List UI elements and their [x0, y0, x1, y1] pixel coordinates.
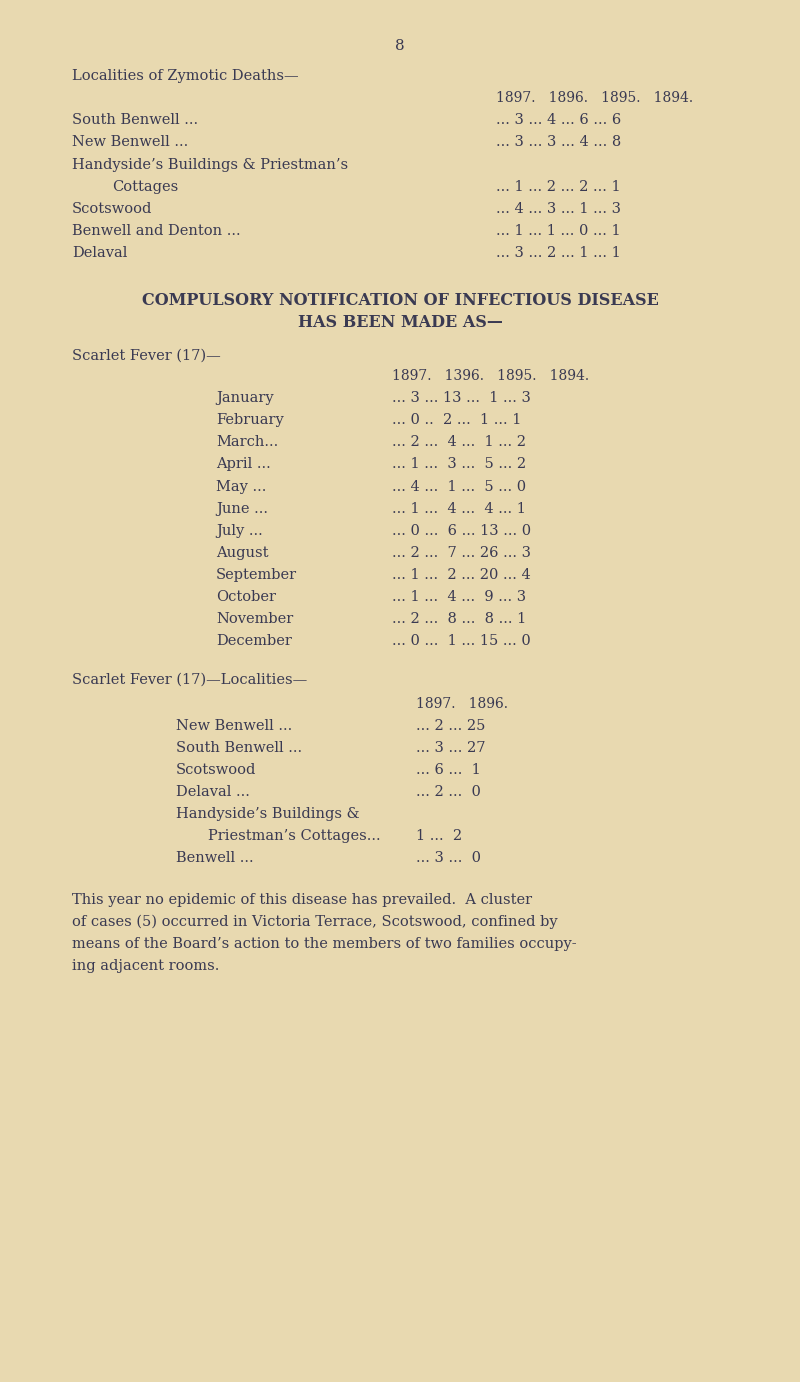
Text: ... 3 ... 4 ... 6 ... 6: ... 3 ... 4 ... 6 ... 6 [496, 113, 622, 127]
Text: ... 3 ... 3 ... 4 ... 8: ... 3 ... 3 ... 4 ... 8 [496, 135, 622, 149]
Text: Localities of Zymotic Deaths—: Localities of Zymotic Deaths— [72, 69, 298, 83]
Text: HAS BEEN MADE AS—: HAS BEEN MADE AS— [298, 314, 502, 330]
Text: ... 0 ..  2 ...  1 ... 1: ... 0 .. 2 ... 1 ... 1 [392, 413, 522, 427]
Text: ... 2 ... 25: ... 2 ... 25 [416, 719, 486, 732]
Text: New Benwell ...: New Benwell ... [72, 135, 188, 149]
Text: October: October [216, 590, 276, 604]
Text: June ...: June ... [216, 502, 268, 515]
Text: ... 1 ... 2 ... 2 ... 1: ... 1 ... 2 ... 2 ... 1 [496, 180, 621, 193]
Text: ... 0 ...  1 ... 15 ... 0: ... 0 ... 1 ... 15 ... 0 [392, 634, 530, 648]
Text: ... 4 ... 3 ... 1 ... 3: ... 4 ... 3 ... 1 ... 3 [496, 202, 621, 216]
Text: South Benwell ...: South Benwell ... [72, 113, 198, 127]
Text: ... 2 ...  0: ... 2 ... 0 [416, 785, 481, 799]
Text: January: January [216, 391, 274, 405]
Text: ... 0 ...  6 ... 13 ... 0: ... 0 ... 6 ... 13 ... 0 [392, 524, 531, 538]
Text: ... 3 ...  0: ... 3 ... 0 [416, 851, 481, 865]
Text: 1897.   1396.   1895.   1894.: 1897. 1396. 1895. 1894. [392, 369, 589, 383]
Text: December: December [216, 634, 292, 648]
Text: July ...: July ... [216, 524, 262, 538]
Text: May ...: May ... [216, 480, 266, 493]
Text: ... 1 ...  4 ...  4 ... 1: ... 1 ... 4 ... 4 ... 1 [392, 502, 526, 515]
Text: This year no epidemic of this disease has prevailed.  A cluster: This year no epidemic of this disease ha… [72, 893, 532, 907]
Text: Delaval ...: Delaval ... [176, 785, 250, 799]
Text: ing adjacent rooms.: ing adjacent rooms. [72, 959, 219, 973]
Text: 1 ...  2: 1 ... 2 [416, 829, 462, 843]
Text: August: August [216, 546, 269, 560]
Text: September: September [216, 568, 297, 582]
Text: ... 3 ... 2 ... 1 ... 1: ... 3 ... 2 ... 1 ... 1 [496, 246, 621, 260]
Text: New Benwell ...: New Benwell ... [176, 719, 292, 732]
Text: ... 6 ...  1: ... 6 ... 1 [416, 763, 481, 777]
Text: Delaval: Delaval [72, 246, 127, 260]
Text: Benwell and Denton ...: Benwell and Denton ... [72, 224, 241, 238]
Text: Scarlet Fever (17)—Localities—: Scarlet Fever (17)—Localities— [72, 673, 307, 687]
Text: November: November [216, 612, 294, 626]
Text: ... 4 ...  1 ...  5 ... 0: ... 4 ... 1 ... 5 ... 0 [392, 480, 526, 493]
Text: ... 1 ...  2 ... 20 ... 4: ... 1 ... 2 ... 20 ... 4 [392, 568, 530, 582]
Text: ... 3 ... 27: ... 3 ... 27 [416, 741, 486, 755]
Text: March...: March... [216, 435, 278, 449]
Text: 8: 8 [395, 39, 405, 53]
Text: means of the Board’s action to the members of two families occupy-: means of the Board’s action to the membe… [72, 937, 577, 951]
Text: 1897.   1896.   1895.   1894.: 1897. 1896. 1895. 1894. [496, 91, 693, 105]
Text: Cottages: Cottages [112, 180, 178, 193]
Text: Handyside’s Buildings &: Handyside’s Buildings & [176, 807, 360, 821]
Text: ... 2 ...  4 ...  1 ... 2: ... 2 ... 4 ... 1 ... 2 [392, 435, 526, 449]
Text: COMPULSORY NOTIFICATION OF INFECTIOUS DISEASE: COMPULSORY NOTIFICATION OF INFECTIOUS DI… [142, 292, 658, 308]
Text: ... 2 ...  8 ...  8 ... 1: ... 2 ... 8 ... 8 ... 1 [392, 612, 526, 626]
Text: Handyside’s Buildings & Priestman’s: Handyside’s Buildings & Priestman’s [72, 158, 348, 171]
Text: Scotswood: Scotswood [176, 763, 256, 777]
Text: Scarlet Fever (17)—: Scarlet Fever (17)— [72, 348, 221, 362]
Text: April ...: April ... [216, 457, 270, 471]
Text: ... 2 ...  7 ... 26 ... 3: ... 2 ... 7 ... 26 ... 3 [392, 546, 531, 560]
Text: South Benwell ...: South Benwell ... [176, 741, 302, 755]
Text: ... 3 ... 13 ...  1 ... 3: ... 3 ... 13 ... 1 ... 3 [392, 391, 531, 405]
Text: Benwell ...: Benwell ... [176, 851, 254, 865]
Text: February: February [216, 413, 284, 427]
Text: 1897.   1896.: 1897. 1896. [416, 697, 508, 710]
Text: of cases (5) occurred in Victoria Terrace, Scotswood, confined by: of cases (5) occurred in Victoria Terrac… [72, 915, 558, 929]
Text: ... 1 ... 1 ... 0 ... 1: ... 1 ... 1 ... 0 ... 1 [496, 224, 621, 238]
Text: ... 1 ...  3 ...  5 ... 2: ... 1 ... 3 ... 5 ... 2 [392, 457, 526, 471]
Text: Scotswood: Scotswood [72, 202, 152, 216]
Text: ... 1 ...  4 ...  9 ... 3: ... 1 ... 4 ... 9 ... 3 [392, 590, 526, 604]
Text: Priestman’s Cottages...: Priestman’s Cottages... [208, 829, 381, 843]
